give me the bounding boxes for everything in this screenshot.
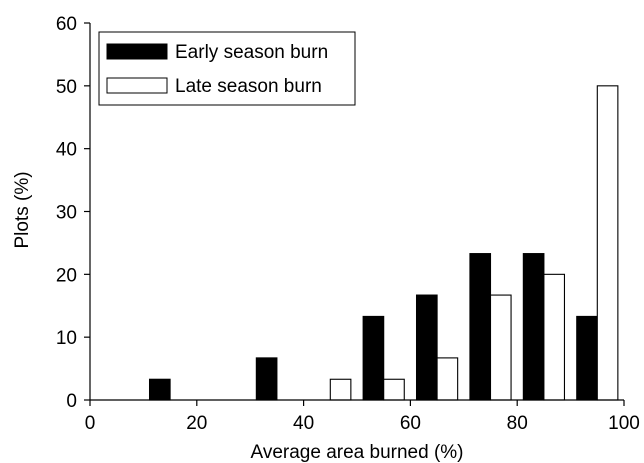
- x-tick-label-20: 20: [186, 413, 207, 434]
- bar-late-95: [596, 85, 619, 401]
- bar-early-85: [522, 253, 545, 401]
- bars-group: [148, 85, 619, 401]
- y-tick-label-40: 40: [56, 140, 77, 161]
- ticks-group: 0 10 20 30 40 50 60 0 20 40 60 80 100: [56, 14, 640, 434]
- legend-label-early-season-burn: Early season burn: [175, 42, 328, 63]
- bar-late-45: [329, 378, 352, 401]
- y-tick-label-60: 60: [56, 14, 77, 35]
- x-axis-title: Average area burned (%): [251, 442, 464, 463]
- legend-label-late-season-burn: Late season burn: [175, 76, 322, 97]
- bar-early-15: [148, 378, 171, 401]
- bar-early-95: [576, 315, 598, 401]
- bar-early-55: [362, 315, 385, 401]
- legend: Early season burn Late season burn: [98, 31, 356, 106]
- bar-early-35: [255, 357, 278, 401]
- y-axis-title: Plots (%): [12, 171, 33, 248]
- bar-early-75: [469, 253, 492, 401]
- y-tick-label-10: 10: [56, 328, 77, 349]
- bar-late-55: [383, 378, 405, 401]
- x-tick-label-80: 80: [507, 413, 528, 434]
- x-tick-label-60: 60: [400, 413, 421, 434]
- bar-early-65: [415, 294, 438, 401]
- bar-late-85: [543, 273, 566, 401]
- bar-late-65: [436, 357, 459, 401]
- legend-swatch-early-season-burn: [106, 43, 168, 60]
- y-tick-label-30: 30: [56, 203, 77, 224]
- legend-swatch-late-season-burn: [106, 77, 168, 94]
- x-tick-label-40: 40: [293, 413, 314, 434]
- x-tick-label-100: 100: [608, 413, 640, 434]
- x-tick-label-0: 0: [85, 413, 96, 434]
- y-tick-label-20: 20: [56, 265, 77, 286]
- y-tick-label-0: 0: [66, 391, 77, 412]
- y-tick-label-50: 50: [56, 77, 77, 98]
- bar-late-75: [489, 294, 512, 401]
